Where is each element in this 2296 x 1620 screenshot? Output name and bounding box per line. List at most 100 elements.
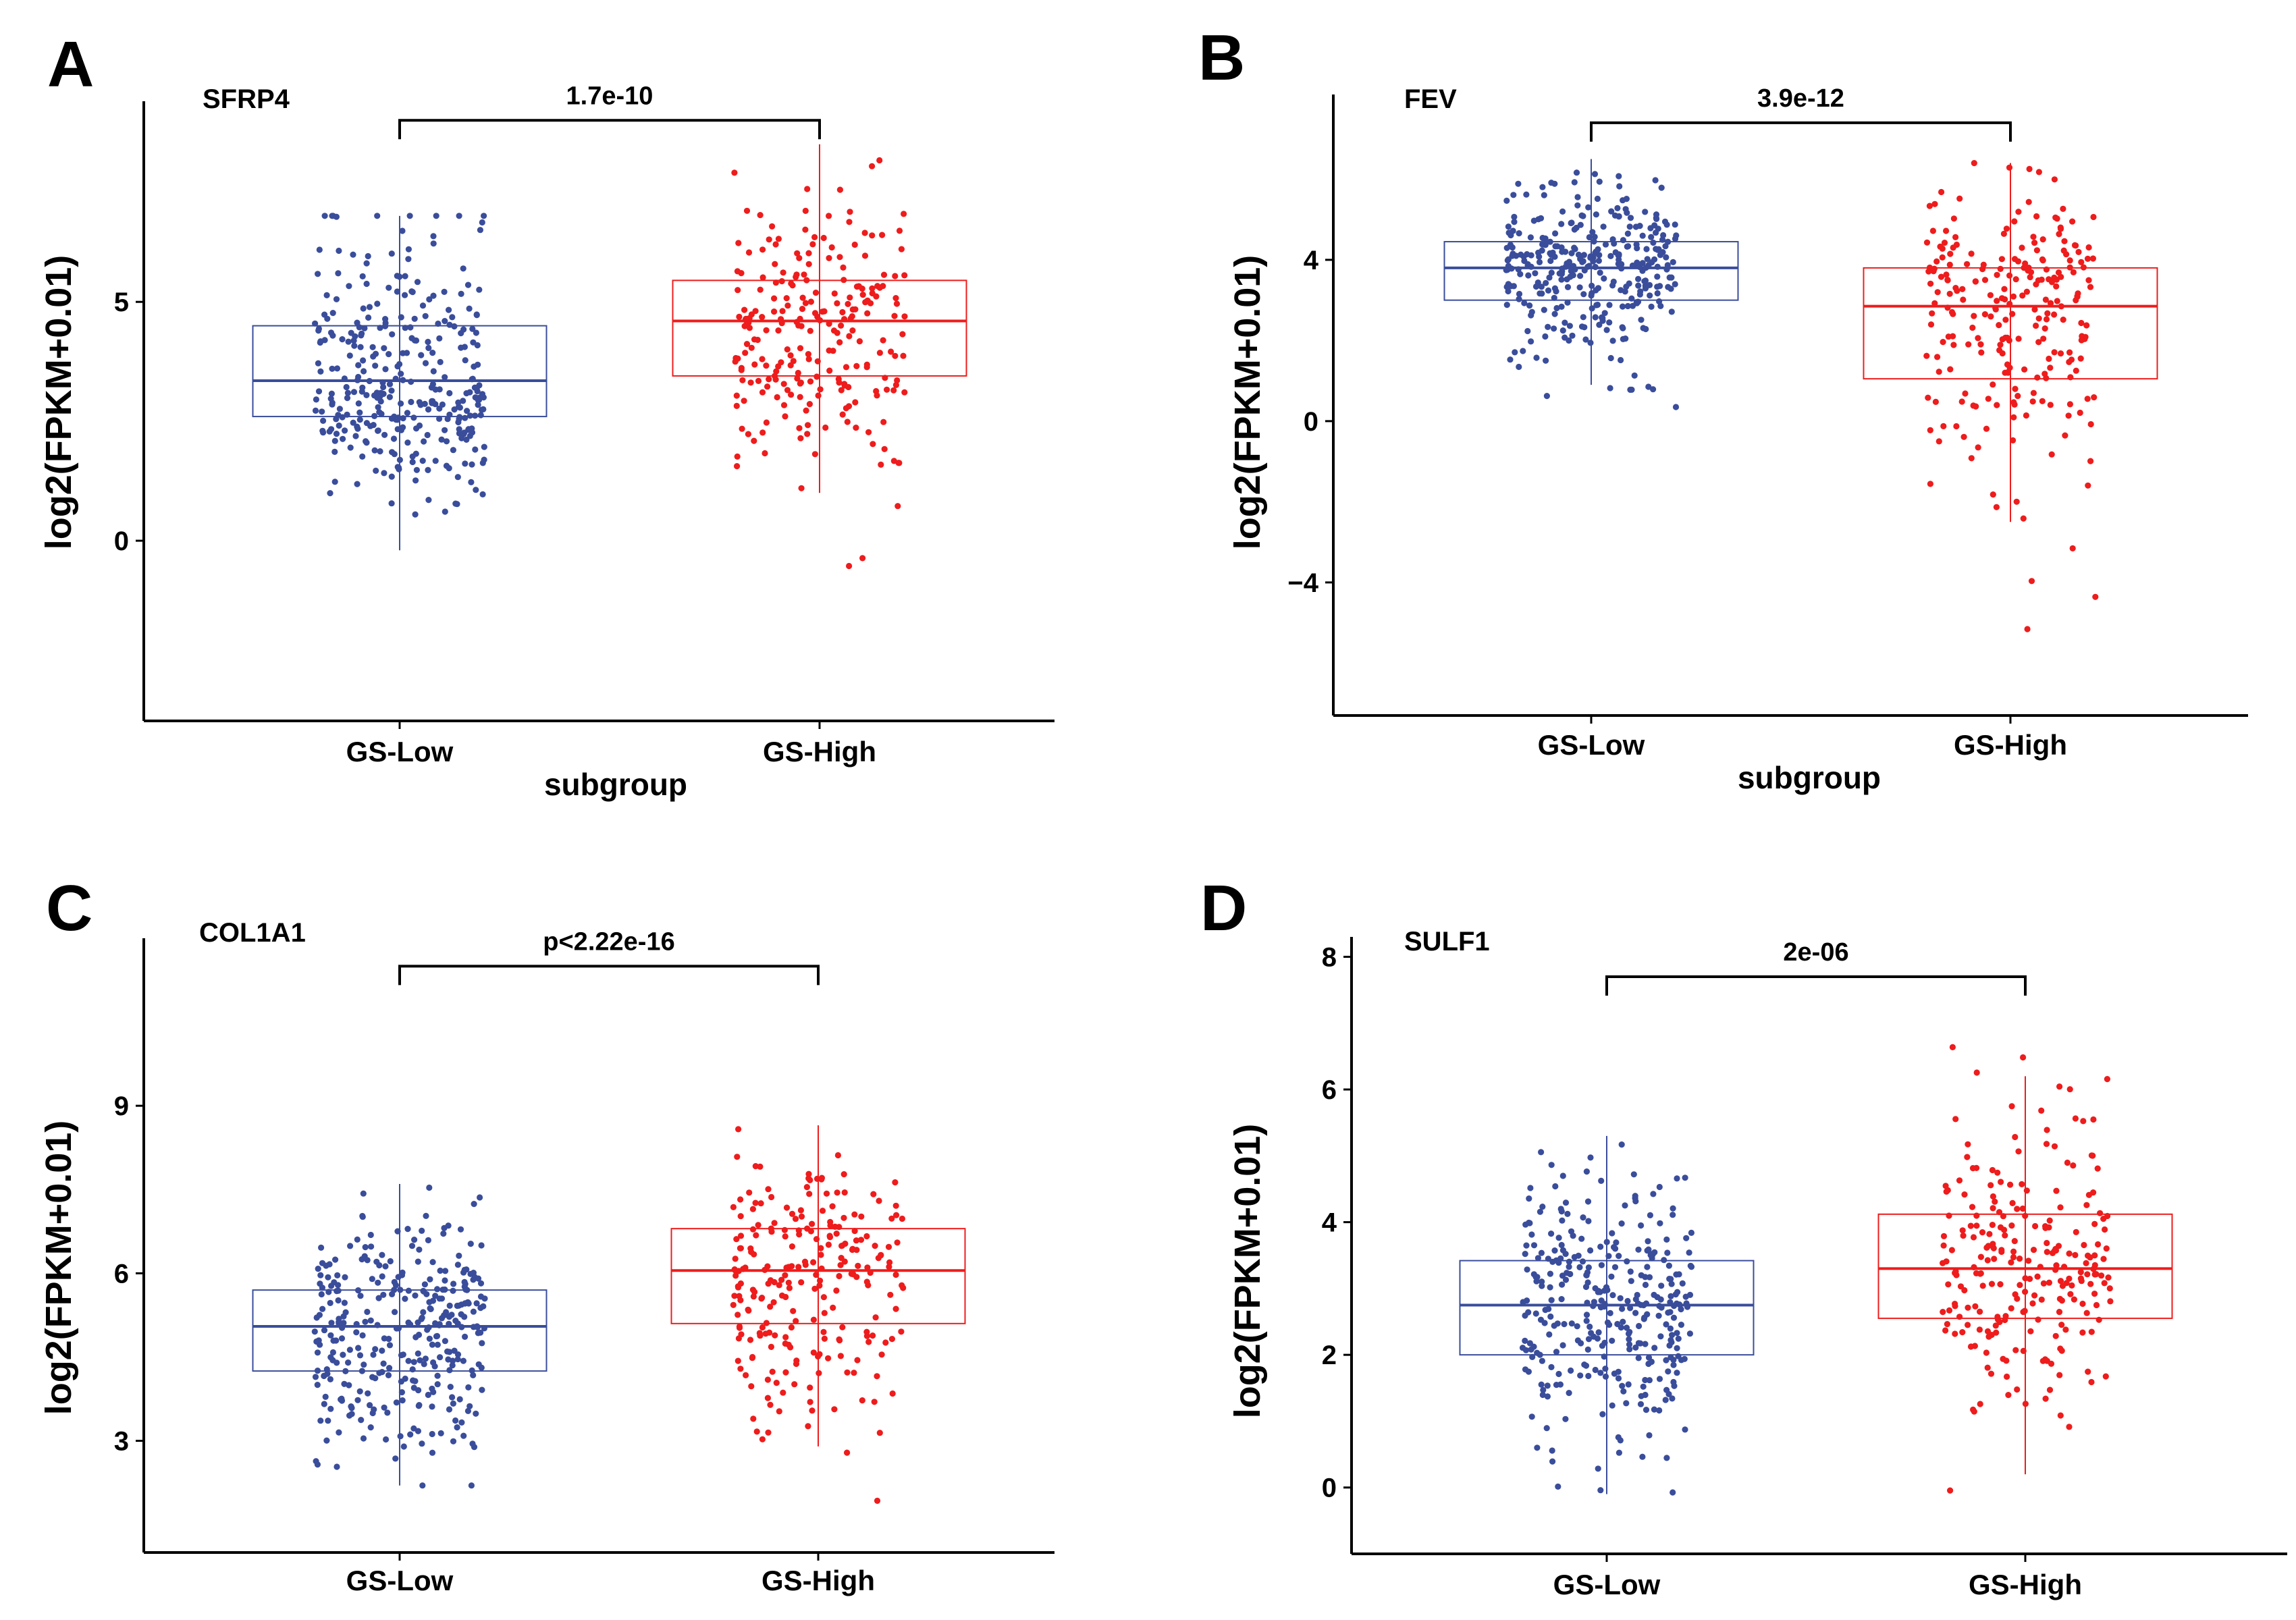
data-point — [1678, 1306, 1684, 1313]
data-point — [1635, 282, 1642, 289]
data-point — [1658, 1304, 1665, 1311]
data-point — [315, 1337, 322, 1344]
data-point — [1647, 292, 1653, 299]
data-point — [1688, 1229, 1694, 1236]
data-point — [859, 1397, 865, 1404]
data-point — [1511, 213, 1518, 220]
data-point — [339, 336, 346, 343]
data-point — [2044, 310, 2051, 317]
data-point — [395, 414, 402, 421]
data-point — [1580, 291, 1587, 298]
data-point — [469, 325, 476, 332]
data-point — [1577, 221, 1584, 228]
data-point — [813, 373, 820, 380]
data-point — [1525, 272, 1532, 279]
data-point — [434, 1286, 441, 1293]
data-point — [1549, 1258, 1556, 1265]
data-point — [2066, 401, 2073, 408]
data-point — [1960, 296, 1967, 303]
data-point — [329, 365, 336, 372]
data-point — [816, 1282, 823, 1289]
data-point — [767, 1401, 774, 1408]
data-point — [1672, 404, 1680, 410]
data-point — [1511, 219, 1518, 225]
data-point — [2035, 339, 2042, 346]
data-point — [320, 417, 327, 425]
data-point — [1940, 1233, 1948, 1239]
data-point — [477, 227, 484, 234]
data-point — [1938, 188, 1945, 196]
data-point — [469, 376, 475, 383]
y-tick-label: 2 — [1322, 1341, 1337, 1370]
data-point — [1577, 273, 1584, 279]
data-point — [1927, 481, 1933, 487]
data-point — [2014, 1206, 2021, 1212]
data-point — [826, 1233, 833, 1239]
data-point — [437, 1430, 444, 1436]
data-point — [826, 254, 832, 261]
data-point — [396, 466, 402, 473]
data-point — [764, 1395, 771, 1401]
box — [1459, 1260, 1755, 1356]
data-point — [323, 1366, 330, 1373]
data-point — [1675, 1353, 1682, 1359]
data-point — [1990, 1205, 1996, 1212]
data-point — [834, 329, 840, 336]
data-point — [380, 1360, 387, 1367]
data-point — [738, 270, 745, 277]
data-point — [864, 1264, 871, 1271]
data-point — [375, 1295, 382, 1301]
data-point — [826, 347, 832, 354]
data-point — [769, 1368, 776, 1375]
data-point — [1656, 1407, 1663, 1414]
data-point — [803, 1184, 810, 1191]
data-point — [809, 1220, 816, 1227]
data-point — [1931, 300, 1938, 306]
data-point — [354, 319, 361, 326]
data-point — [1668, 274, 1675, 281]
data-point — [1595, 1329, 1602, 1336]
data-point — [1534, 1444, 1541, 1451]
data-point — [436, 1295, 443, 1302]
data-point — [1658, 184, 1665, 191]
data-point — [1601, 1353, 1607, 1360]
data-point — [467, 1241, 474, 1247]
data-point — [410, 1377, 417, 1384]
data-point — [864, 310, 871, 317]
data-point — [2010, 399, 2017, 406]
data-point — [421, 438, 427, 445]
data-point — [1564, 1210, 1571, 1217]
data-point — [762, 1330, 769, 1337]
data-point — [2031, 1292, 2038, 1299]
data-point — [471, 363, 477, 370]
data-point — [1651, 1406, 1657, 1413]
data-point — [398, 1389, 406, 1396]
data-point — [839, 411, 846, 418]
data-point — [1589, 229, 1596, 236]
data-point — [2079, 1329, 2086, 1336]
data-point — [2071, 242, 2079, 248]
data-point — [1581, 1361, 1588, 1368]
data-point — [361, 368, 367, 375]
data-point — [1566, 259, 1573, 265]
data-point — [1599, 1411, 1606, 1418]
data-point — [339, 1324, 346, 1331]
data-point — [1568, 250, 1575, 256]
data-point — [1526, 1219, 1532, 1226]
data-point — [2034, 374, 2041, 381]
data-point — [851, 1228, 858, 1235]
data-point — [828, 244, 835, 251]
data-point — [388, 500, 395, 507]
data-point — [2056, 1372, 2063, 1378]
data-point — [849, 313, 855, 320]
data-point — [389, 331, 396, 338]
data-point — [473, 329, 480, 336]
data-point — [1595, 1288, 1602, 1295]
data-point — [442, 1268, 449, 1274]
data-point — [775, 327, 782, 334]
data-point — [382, 323, 389, 329]
data-point — [1665, 1368, 1672, 1375]
data-point — [1998, 1248, 2005, 1256]
data-point — [787, 362, 794, 369]
